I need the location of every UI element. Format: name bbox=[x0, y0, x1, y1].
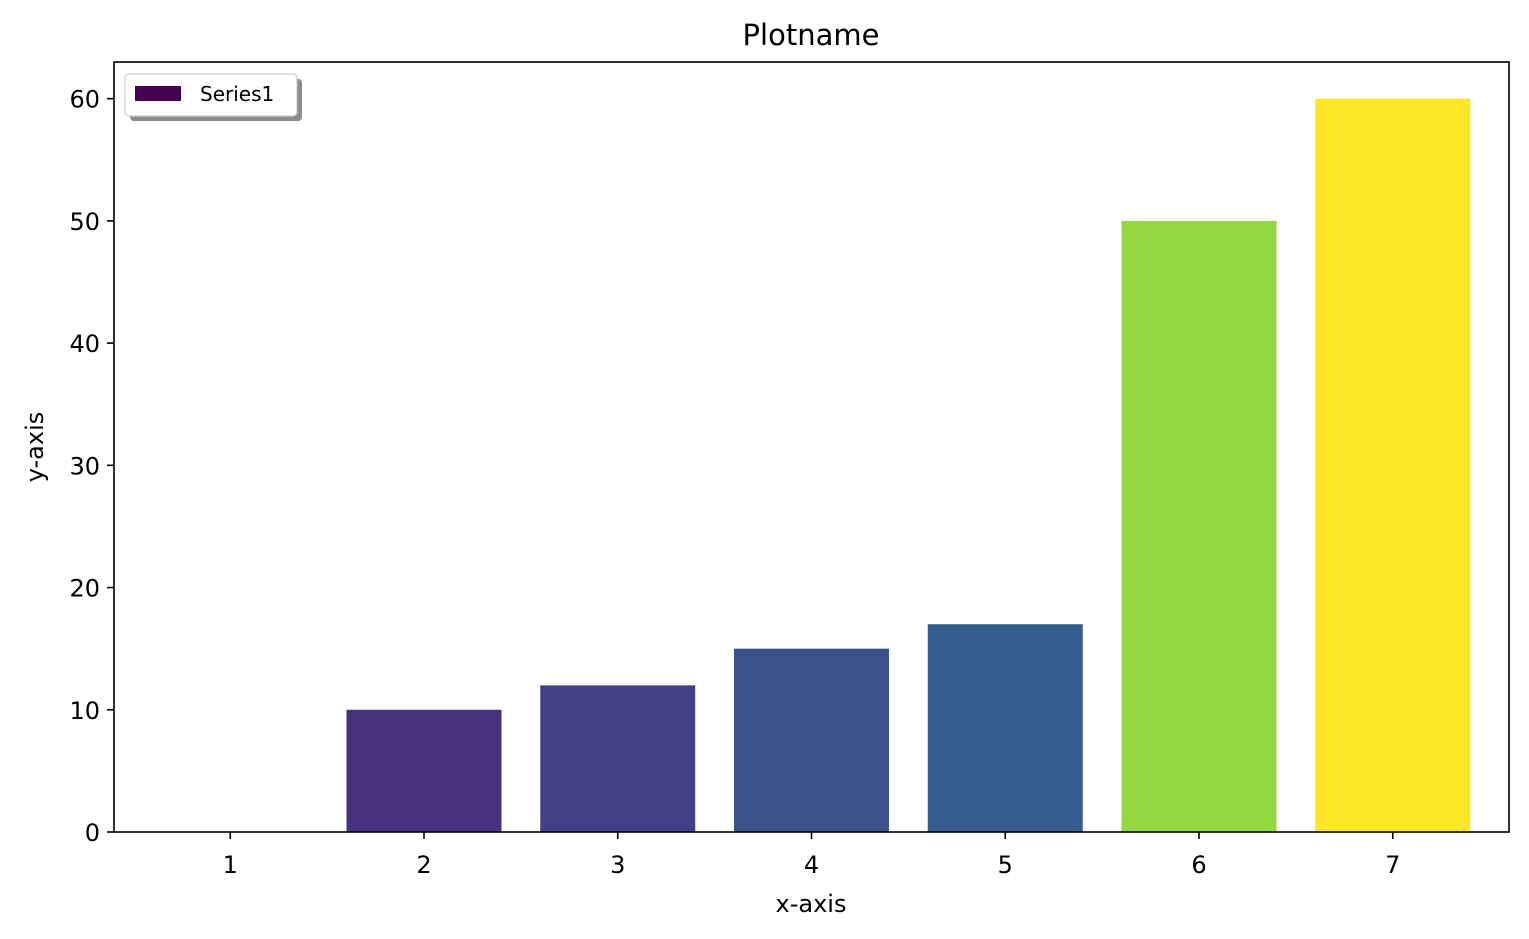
bar-6 bbox=[1121, 220, 1277, 832]
x-tick-label: 1 bbox=[223, 851, 238, 879]
chart-title: Plotname bbox=[743, 18, 880, 52]
legend-label-series1: Series1 bbox=[200, 82, 274, 106]
y-tick-label: 10 bbox=[69, 697, 100, 725]
y-tick-label: 60 bbox=[69, 86, 100, 114]
x-tick-label: 7 bbox=[1385, 851, 1400, 879]
y-tick-label: 30 bbox=[69, 452, 100, 480]
y-axis-label: y-axis bbox=[21, 412, 49, 483]
x-tick-label: 5 bbox=[998, 851, 1013, 879]
y-tick-label: 20 bbox=[69, 575, 100, 603]
bars-layer bbox=[346, 98, 1471, 832]
legend-box bbox=[124, 73, 298, 117]
x-axis-ticks: 1 2 3 4 5 6 7 bbox=[223, 832, 1400, 879]
x-axis-label: x-axis bbox=[776, 890, 847, 918]
legend-swatch-series1 bbox=[135, 86, 181, 101]
bar-7 bbox=[1315, 98, 1471, 832]
bar-4 bbox=[734, 648, 889, 832]
x-tick-label: 2 bbox=[416, 851, 431, 879]
x-tick-label: 4 bbox=[804, 851, 819, 879]
y-tick-label: 0 bbox=[85, 819, 100, 847]
bar-2 bbox=[346, 709, 502, 832]
legend: Series1 bbox=[124, 73, 302, 121]
y-axis-ticks: 0 10 20 30 40 50 60 bbox=[69, 86, 114, 847]
x-tick-label: 3 bbox=[610, 851, 625, 879]
bar-5 bbox=[927, 624, 1083, 832]
y-tick-label: 40 bbox=[69, 330, 100, 358]
y-tick-label: 50 bbox=[69, 208, 100, 236]
bar-3 bbox=[540, 685, 696, 832]
x-tick-label: 6 bbox=[1191, 851, 1206, 879]
